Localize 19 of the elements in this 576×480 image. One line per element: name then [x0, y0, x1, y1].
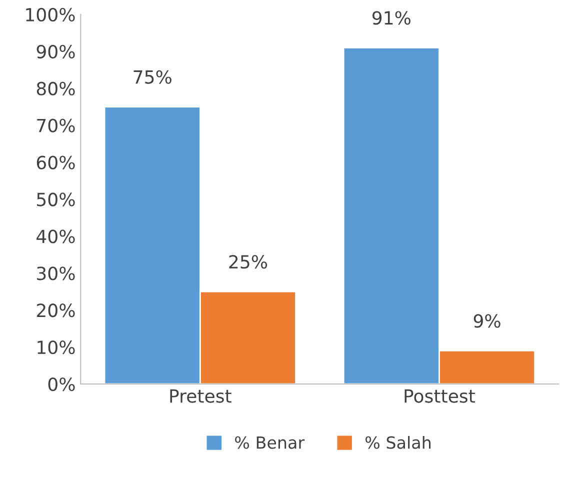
y-tick-label: 20%: [36, 304, 75, 318]
legend-label: % Salah: [365, 436, 430, 449]
data-label: 25%: [229, 255, 268, 269]
y-tick-label: 70%: [37, 118, 75, 132]
x-tick-label: Pretest: [170, 389, 232, 403]
y-tick-label: 60%: [36, 156, 75, 170]
data-label: 9%: [474, 314, 500, 328]
y-tick-label: 0%: [48, 377, 75, 392]
y-tick-label: 80%: [36, 82, 75, 96]
data-label: 75%: [134, 70, 172, 84]
y-tick-label: 100%: [26, 8, 75, 22]
y-tick-label: 90%: [36, 44, 75, 58]
data-label: 91%: [372, 11, 410, 25]
y-tick-label: 40%: [36, 230, 75, 244]
y-tick-label: 10%: [38, 340, 75, 354]
x-tick-label: Posttest: [404, 389, 475, 403]
legend-label: % Benar: [235, 436, 305, 449]
y-tick-label: 50%: [37, 192, 75, 206]
y-tick-label: 30%: [37, 266, 75, 280]
